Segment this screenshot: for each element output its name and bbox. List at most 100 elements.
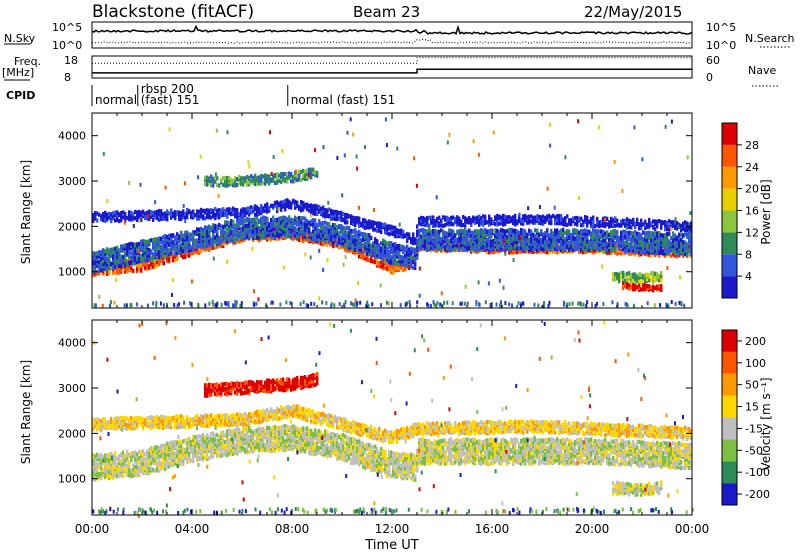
range-gate-cell <box>652 279 655 284</box>
range-gate-cell <box>156 251 159 256</box>
range-gate-cell <box>204 228 207 233</box>
range-gate-cell <box>640 243 643 248</box>
range-gate-cell <box>150 249 153 254</box>
range-gate-cell <box>684 223 687 228</box>
range-gate-cell <box>104 265 107 270</box>
range-gate-cell <box>148 250 151 255</box>
range-gate-cell <box>498 229 501 234</box>
range-gate-cell <box>480 216 483 221</box>
range-gate-cell <box>206 227 209 233</box>
range-gate-cell <box>514 233 517 238</box>
range-gate-cell <box>378 245 381 251</box>
range-gate-cell <box>618 235 621 241</box>
range-gate-cell <box>348 228 351 233</box>
range-gate-cell <box>324 220 327 225</box>
range-gate-cell <box>196 250 199 255</box>
range-gate-cell <box>340 224 343 229</box>
range-gate-cell <box>402 258 405 263</box>
range-gate-cell <box>134 250 137 255</box>
range-gate-cell <box>192 235 195 240</box>
range-gate-cell <box>136 256 139 261</box>
range-gate-cell <box>546 246 549 251</box>
range-gate-cell <box>222 182 225 187</box>
range-gate-cell <box>358 242 361 247</box>
range-gate-cell <box>432 244 435 249</box>
range-gate-cell <box>398 233 401 239</box>
range-gate-cell <box>296 221 299 226</box>
range-gate-cell <box>140 263 143 268</box>
range-gate-cell <box>466 242 469 247</box>
range-gate-cell <box>114 252 117 257</box>
range-gate-cell <box>490 221 493 226</box>
range-gate-cell <box>426 215 429 221</box>
range-gate-cell <box>328 207 331 212</box>
range-gate-cell <box>336 241 339 246</box>
range-gate-cell <box>314 226 317 231</box>
range-gate-cell <box>664 251 667 256</box>
range-gate-cell <box>684 240 687 245</box>
range-gate-cell <box>256 176 259 181</box>
range-gate-cell <box>240 180 243 185</box>
range-gate-cell <box>264 215 267 220</box>
range-gate-cell <box>448 243 451 249</box>
range-gate-cell <box>192 215 195 220</box>
range-gate-cell <box>388 263 391 268</box>
range-gate-cell <box>104 249 107 254</box>
range-gate-cell <box>628 275 631 280</box>
range-gate-cell <box>232 232 235 237</box>
range-gate-cell <box>642 287 645 292</box>
range-gate-cell <box>676 254 679 259</box>
range-gate-cell <box>500 218 503 223</box>
range-gate-cell <box>250 174 253 179</box>
range-gate-cell <box>302 205 305 210</box>
range-gate-cell <box>578 236 581 241</box>
range-gate-cell <box>606 244 609 249</box>
range-gate-cell <box>558 214 561 219</box>
range-gate-cell <box>568 231 571 236</box>
range-gate-cell <box>204 175 207 180</box>
range-gate-cell <box>208 181 211 186</box>
range-gate-cell <box>236 227 239 232</box>
range-gate-cell <box>156 259 159 264</box>
range-gate-cell <box>198 236 201 241</box>
range-gate-cell <box>634 272 637 277</box>
range-gate-cell <box>324 225 327 230</box>
range-gate-cell <box>456 222 459 227</box>
range-gate-cell <box>650 242 653 247</box>
range-gate-cell <box>250 225 253 230</box>
range-gate-cell <box>144 261 147 266</box>
range-gate-cell <box>522 219 525 224</box>
range-gate-cell <box>350 241 353 246</box>
range-gate-cell <box>118 219 121 224</box>
range-gate-cell <box>270 220 273 226</box>
range-gate-cell <box>486 237 489 242</box>
range-gate-cell <box>560 239 563 244</box>
range-gate-cell <box>234 211 237 216</box>
range-gate-cell <box>386 230 389 236</box>
range-gate-cell <box>296 200 299 205</box>
range-gate-cell <box>666 241 669 246</box>
range-gate-cell <box>144 244 147 249</box>
range-gate-cell <box>614 241 617 246</box>
range-gate-cell <box>142 239 145 244</box>
range-gate-cell <box>136 249 139 254</box>
range-gate-cell <box>342 229 345 234</box>
range-gate-cell <box>328 228 331 233</box>
range-gate-cell <box>206 240 209 245</box>
range-gate-cell <box>322 205 325 210</box>
range-gate-cell <box>630 243 633 248</box>
range-gate-cell <box>276 233 279 238</box>
range-gate-cell <box>284 231 287 236</box>
range-gate-cell <box>298 233 301 239</box>
range-gate-cell <box>622 229 625 234</box>
range-gate-cell <box>372 259 375 264</box>
range-gate-cell <box>398 262 401 267</box>
range-gate-cell <box>360 244 363 249</box>
range-gate-cell <box>140 266 143 271</box>
range-gate-cell <box>276 175 279 181</box>
range-gate-cell <box>640 287 643 292</box>
range-gate-cell <box>464 237 467 242</box>
range-gate-cell <box>552 249 555 254</box>
range-gate-cell <box>124 258 127 263</box>
range-gate-cell <box>436 237 439 242</box>
